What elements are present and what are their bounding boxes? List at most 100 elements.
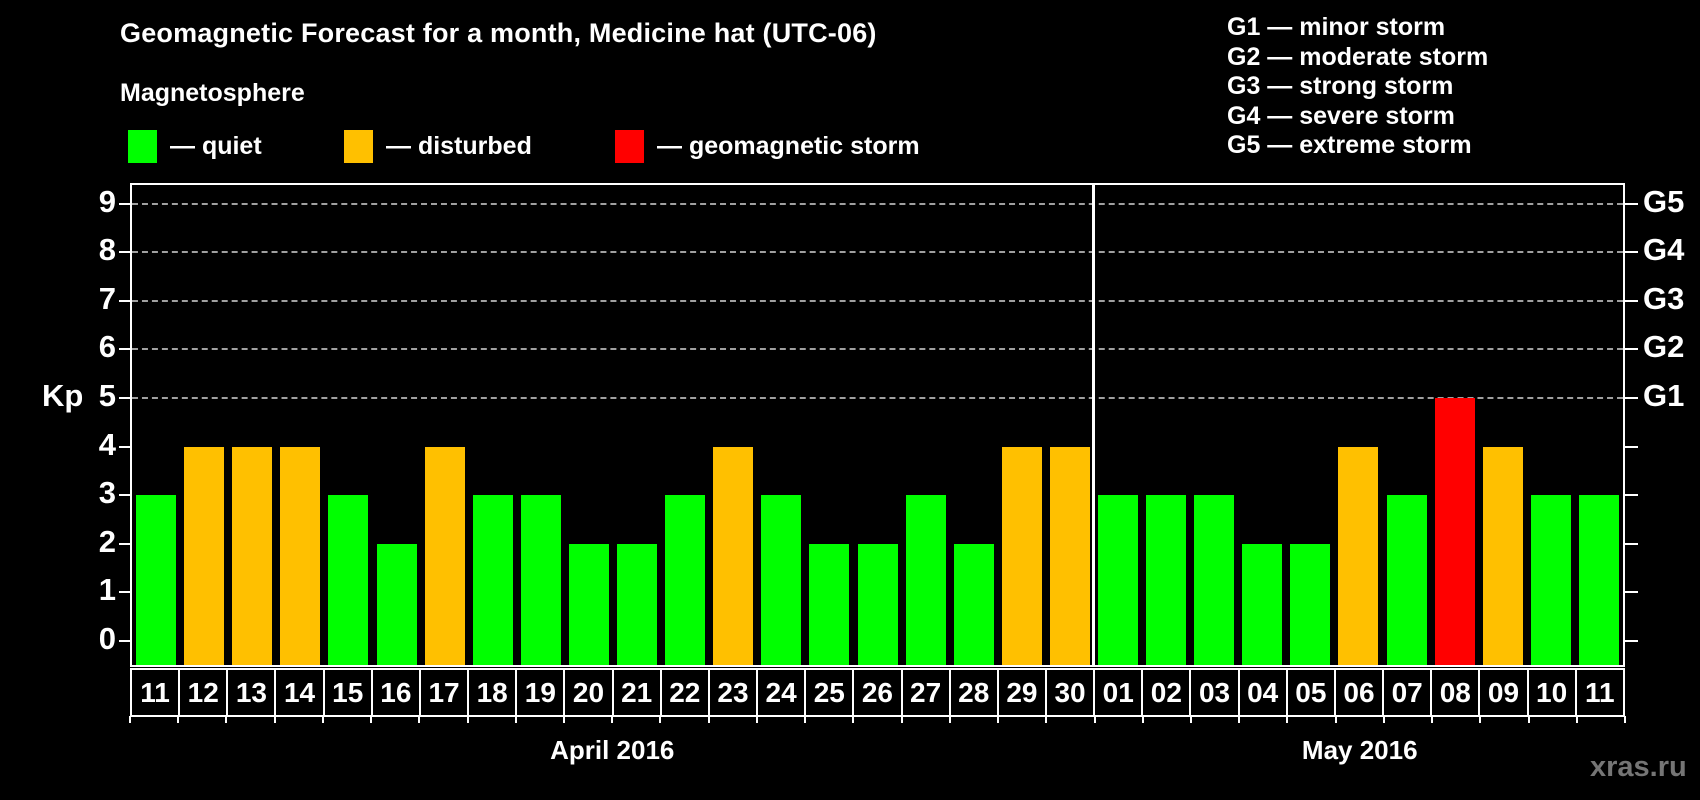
- kp-bar: [1434, 398, 1475, 665]
- kp-axis-label: Kp: [42, 378, 84, 413]
- kp-gridline: [132, 397, 1623, 399]
- axis-tick: [129, 716, 131, 723]
- kp-bar: [1097, 495, 1138, 665]
- axis-tick: [900, 716, 903, 723]
- watermark: xras.ru: [1590, 751, 1687, 783]
- axis-tick: [1625, 591, 1638, 594]
- kp-tick-label: 6: [98, 329, 116, 365]
- day-label-box: 23: [707, 668, 759, 717]
- kp-bar: [617, 543, 658, 665]
- axis-tick: [1625, 640, 1638, 642]
- g-scale-legend-item: G2 — moderate storm: [1227, 42, 1489, 71]
- axis-tick: [1382, 716, 1385, 723]
- kp-bar: [232, 446, 273, 665]
- kp-bar: [953, 543, 994, 665]
- day-label-box: 08: [1430, 668, 1481, 717]
- axis-tick: [852, 716, 855, 723]
- day-label-box: 19: [515, 668, 566, 717]
- day-label-box: 14: [274, 668, 325, 717]
- legend-item-quiet: — quiet: [128, 129, 262, 163]
- kp-bar: [424, 446, 465, 665]
- day-label-box: 17: [418, 668, 470, 717]
- day-label-box: 09: [1478, 668, 1529, 717]
- axis-tick: [1286, 716, 1289, 723]
- legend-item-disturbed: — disturbed: [344, 129, 532, 163]
- kp-bar: [1001, 446, 1042, 665]
- kp-bar: [376, 543, 417, 665]
- axis-tick: [997, 716, 1000, 723]
- g-scale-tick-label: G1: [1643, 378, 1685, 413]
- day-label-box: 22: [659, 668, 710, 717]
- day-label-box: 12: [178, 668, 229, 717]
- kp-gridline: [132, 299, 1623, 302]
- axis-tick: [119, 494, 130, 497]
- disturbed-color-swatch: [344, 129, 373, 163]
- legend-item-label: — geomagnetic storm: [657, 131, 920, 160]
- axis-tick: [119, 299, 130, 302]
- axis-tick: [466, 716, 469, 723]
- g-scale-tick-label: G4: [1643, 232, 1685, 268]
- axis-tick: [1625, 202, 1638, 205]
- kp-tick-label: 7: [98, 280, 116, 316]
- axis-tick: [1093, 716, 1096, 723]
- day-label-box: 07: [1382, 668, 1433, 717]
- axis-tick: [1625, 397, 1638, 399]
- axis-tick: [177, 716, 180, 723]
- axis-tick: [225, 716, 228, 723]
- axis-tick: [1527, 716, 1530, 723]
- day-label-box: 02: [1141, 668, 1192, 717]
- axis-tick: [119, 591, 130, 594]
- g-scale-legend-item: G1 — minor storm: [1227, 13, 1446, 41]
- axis-tick: [1479, 716, 1482, 723]
- kp-bar: [905, 495, 946, 665]
- kp-bar: [328, 495, 369, 665]
- kp-bar: [1049, 446, 1090, 665]
- axis-tick: [119, 397, 130, 399]
- kp-tick-label: 3: [98, 475, 116, 511]
- day-label-box: 03: [1189, 668, 1240, 717]
- kp-bar: [1338, 446, 1379, 665]
- kp-bar: [520, 495, 561, 665]
- day-label-box: 30: [1044, 668, 1096, 717]
- axis-tick: [1625, 348, 1638, 351]
- day-label-box: 04: [1237, 668, 1288, 717]
- day-label-box: 20: [563, 668, 614, 717]
- g-scale-legend: G1 — minor storm G2 — moderate storm G3 — …: [1227, 13, 1488, 161]
- kp-bar: [184, 446, 225, 665]
- kp-bar: [1290, 543, 1331, 665]
- day-label-box: 06: [1333, 668, 1385, 717]
- month-divider: [1092, 185, 1096, 665]
- axis-tick: [659, 716, 662, 723]
- day-label-box: 11: [130, 668, 181, 717]
- kp-bar: [1146, 495, 1187, 665]
- axis-tick: [755, 716, 758, 723]
- kp-bar: [713, 446, 754, 665]
- axis-tick: [611, 716, 614, 723]
- axis-tick: [1625, 445, 1638, 448]
- kp-gridline: [132, 202, 1623, 205]
- kp-bar: [568, 543, 609, 665]
- day-label-box: 28: [948, 668, 999, 717]
- kp-tick-label: 9: [98, 183, 116, 219]
- day-label-box: 24: [756, 668, 807, 717]
- axis-tick: [707, 716, 710, 723]
- axis-tick: [1189, 716, 1192, 723]
- axis-tick: [119, 542, 130, 545]
- kp-bar: [809, 543, 850, 665]
- kp-bar: [857, 543, 898, 665]
- day-axis: 11 12 13 14 15 16 17 18 19 20 21 22 23 24 25 26 27 28 29 30…: [130, 668, 1625, 717]
- legend-item-label: — quiet: [170, 131, 262, 160]
- axis-tick: [1141, 716, 1144, 723]
- axis-tick: [1625, 299, 1638, 302]
- month-label: May 2016: [1301, 735, 1418, 765]
- axis-tick: [119, 640, 130, 642]
- day-label-box: 27: [900, 668, 951, 717]
- day-label-box: 25: [804, 668, 855, 717]
- axis-tick: [1045, 716, 1048, 723]
- day-label-box: 11: [1574, 668, 1625, 717]
- axis-tick: [119, 251, 130, 254]
- kp-tick-label: 8: [98, 232, 116, 268]
- kp-tick-label: 2: [98, 523, 116, 559]
- axis-tick: [563, 716, 566, 723]
- kp-bar: [1530, 495, 1571, 665]
